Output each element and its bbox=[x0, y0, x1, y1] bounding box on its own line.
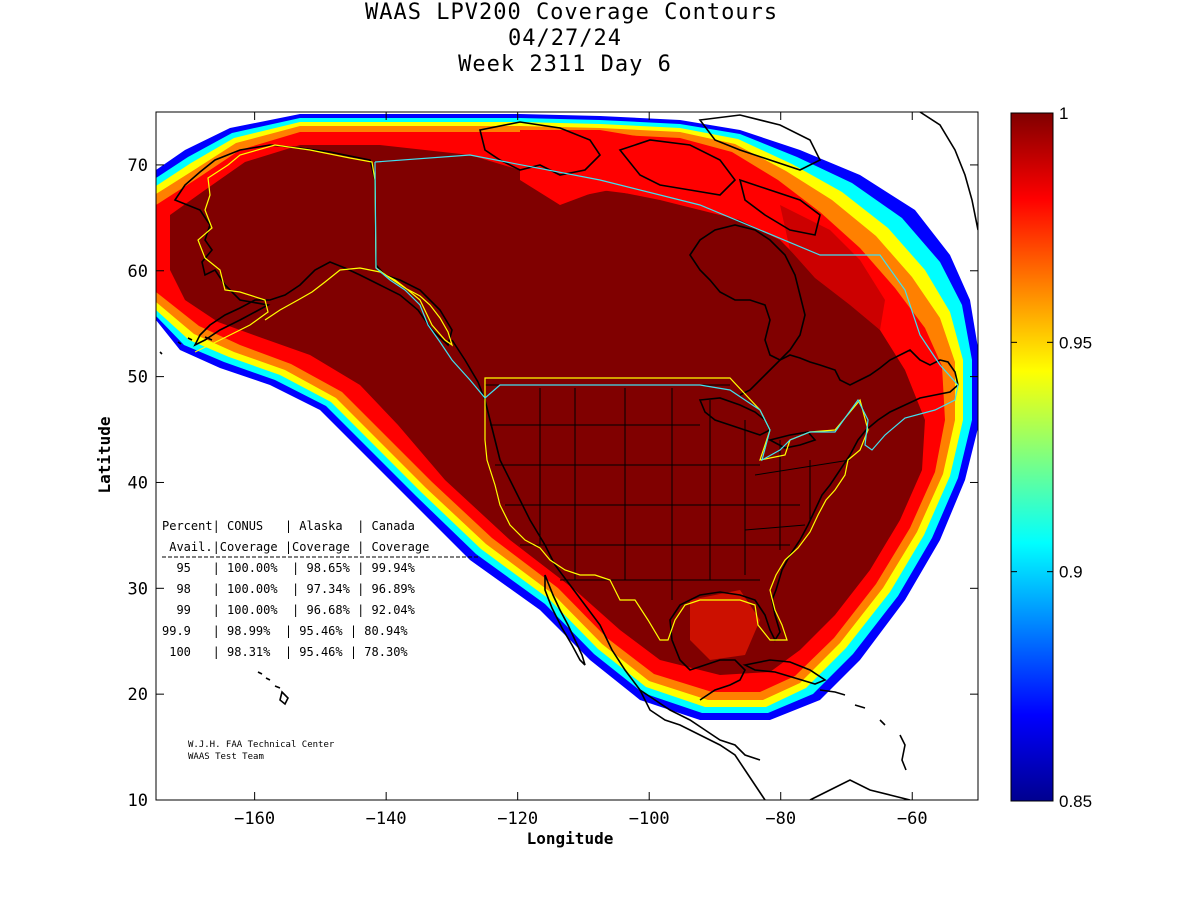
mainland-coast bbox=[451, 339, 959, 761]
y-tick-label: 70 bbox=[128, 156, 148, 176]
credit-line-1: W.J.H. FAA Technical Center bbox=[188, 740, 335, 750]
caribbean-islands bbox=[819, 689, 907, 771]
service-area-borders bbox=[194, 144, 959, 641]
hudson-bay-coast bbox=[689, 224, 806, 361]
contour-pocket-northeast bbox=[780, 205, 885, 330]
x-tick-label: −100 bbox=[629, 809, 670, 829]
x-tick-label: −80 bbox=[765, 809, 796, 829]
table-header-2: Avail.|Coverage |Coverage | Coverage bbox=[162, 540, 429, 554]
contour-pocket-gulf bbox=[690, 590, 760, 660]
table-row: 99.9 | 98.99% | 95.46% | 80.94% bbox=[162, 624, 408, 638]
table-header-1: Percent| CONUS | Alaska | Canada bbox=[162, 519, 415, 533]
central-america-coast bbox=[639, 689, 766, 800]
title-line-3: Week 2311 Day 6 bbox=[458, 52, 672, 77]
colorbar: 1 0.95 0.9 0.85 bbox=[1010, 104, 1092, 811]
great-lakes bbox=[698, 397, 817, 449]
y-tick-label: 10 bbox=[128, 791, 148, 811]
y-axis-label: Latitude bbox=[95, 416, 114, 493]
table-row: 99 | 100.00% | 96.68% | 92.04% bbox=[162, 603, 416, 617]
alaska-coast bbox=[173, 144, 453, 347]
x-tick-label: −120 bbox=[497, 809, 538, 829]
plot-frame bbox=[155, 111, 979, 801]
coverage-table: Percent| CONUS | Alaska | Canada Avail.|… bbox=[162, 519, 480, 659]
aleutian-islands bbox=[159, 336, 213, 355]
colorbar-ticks: 1 0.95 0.9 0.85 bbox=[1011, 104, 1092, 811]
colorbar-tick-label: 0.85 bbox=[1059, 792, 1092, 811]
x-tick-label: −140 bbox=[366, 809, 407, 829]
x-tick-label: −60 bbox=[897, 809, 928, 829]
colorbar-tick-label: 0.95 bbox=[1059, 333, 1092, 352]
title-line-1: WAAS LPV200 Coverage Contours bbox=[365, 0, 779, 25]
coastline bbox=[159, 112, 978, 800]
y-tick-label: 30 bbox=[128, 579, 148, 599]
baja-coast bbox=[544, 574, 586, 666]
title-line-2: 04/27/24 bbox=[508, 26, 622, 51]
colorbar-gradient bbox=[1010, 112, 1054, 802]
arctic-islands bbox=[479, 114, 822, 236]
us-state-lines bbox=[485, 384, 851, 600]
canada-service-border bbox=[374, 154, 959, 462]
table-row: 98 | 100.00% | 97.34% | 96.89% bbox=[162, 582, 416, 596]
contour-band-max bbox=[170, 145, 925, 675]
colorbar-tick-label: 1 bbox=[1059, 104, 1068, 123]
y-tick-label: 50 bbox=[128, 368, 148, 388]
y-tick-label: 60 bbox=[128, 262, 148, 282]
hawaii-islands bbox=[257, 671, 289, 706]
credit-line-2: WAAS Test Team bbox=[188, 752, 264, 762]
x-axis-label: Longitude bbox=[527, 829, 614, 848]
x-tick-label: −160 bbox=[234, 809, 275, 829]
colorbar-tick-label: 0.9 bbox=[1059, 563, 1083, 582]
cuba-coast bbox=[742, 659, 827, 685]
south-america-coast bbox=[809, 779, 911, 800]
y-tick-label: 20 bbox=[128, 685, 148, 705]
table-row: 100 | 98.31% | 95.46% | 78.30% bbox=[162, 645, 408, 659]
greenland-coast bbox=[919, 112, 978, 231]
axis-ticks: −160 −140 −120 −100 −80 −60 10 20 30 40 50 60 70 bbox=[128, 112, 978, 829]
contour-pocket-north bbox=[520, 130, 790, 210]
coverage-contours bbox=[156, 114, 978, 720]
table-row: 95 | 100.00% | 98.65% | 99.94% bbox=[162, 561, 416, 575]
chart-title: WAAS LPV200 Coverage Contours 04/27/24 W… bbox=[365, 0, 779, 78]
y-tick-label: 40 bbox=[128, 473, 148, 493]
